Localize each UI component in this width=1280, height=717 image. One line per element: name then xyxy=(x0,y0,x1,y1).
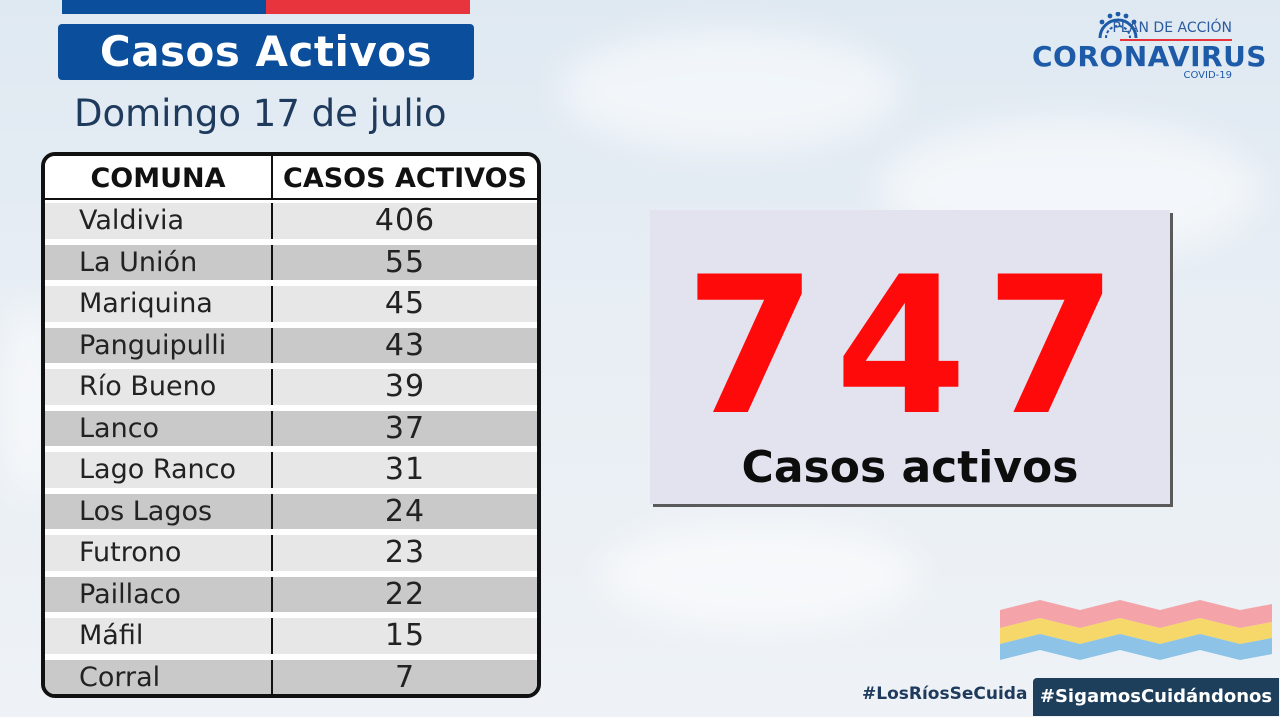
header-comuna: COMUNA xyxy=(45,156,273,198)
table-row: Máfil 15 xyxy=(45,615,537,657)
table-row: Los Lagos 24 xyxy=(45,491,537,533)
page-title: Casos Activos xyxy=(58,24,474,80)
cell-casos: 45 xyxy=(384,286,426,321)
table-row: Futrono 23 xyxy=(45,532,537,574)
cases-table: COMUNA CASOS ACTIVOS Valdivia 406 La Uni… xyxy=(41,152,541,698)
cell-comuna: Mariquina xyxy=(45,286,273,322)
table-row: La Unión 55 xyxy=(45,242,537,284)
header-casos-activos: CASOS ACTIVOS xyxy=(283,163,527,194)
table-row: Corral 7 xyxy=(45,657,537,695)
table-row: Mariquina 45 xyxy=(45,283,537,325)
report-date: Domingo 17 de julio xyxy=(74,92,447,135)
cell-casos: 39 xyxy=(384,369,426,404)
cell-comuna: Panguipulli xyxy=(45,327,273,363)
cell-casos: 7 xyxy=(394,659,416,695)
table-row: Lago Ranco 31 xyxy=(45,449,537,491)
cell-casos: 15 xyxy=(384,618,426,653)
cell-comuna: Valdivia xyxy=(45,203,273,239)
cell-comuna: Lanco xyxy=(45,410,273,446)
total-card: 747 Casos activos xyxy=(650,210,1170,504)
cell-casos: 24 xyxy=(384,493,426,529)
logo-plan-text: PLAN DE ACCIÓN xyxy=(1112,20,1232,36)
cell-comuna: La Unión xyxy=(45,244,273,280)
table-row: Paillaco 22 xyxy=(45,574,537,616)
cell-comuna: Máfil xyxy=(45,618,273,654)
cell-casos: 37 xyxy=(384,410,426,446)
cell-casos: 406 xyxy=(374,203,436,238)
decorative-waves xyxy=(1000,600,1272,660)
total-label: Casos activos xyxy=(741,442,1079,493)
cell-comuna: Corral xyxy=(45,659,273,694)
cell-casos: 31 xyxy=(384,452,426,487)
cell-comuna: Futrono xyxy=(45,535,273,571)
cell-casos: 43 xyxy=(384,327,426,363)
logo-sub: COVID-19 xyxy=(1183,70,1232,81)
flag-strip xyxy=(62,0,470,14)
logo-underline xyxy=(1120,39,1232,41)
table-row: Lanco 37 xyxy=(45,408,537,450)
logo-name: CORONAVIRUS xyxy=(1032,40,1267,73)
cell-comuna: Los Lagos xyxy=(45,493,273,529)
cell-casos: 23 xyxy=(384,535,426,570)
table-row: Valdivia 406 xyxy=(45,200,537,242)
flag-red-segment xyxy=(266,0,470,14)
hashtag-sigamos: #SigamosCuidándonos xyxy=(1033,678,1279,716)
cell-casos: 55 xyxy=(384,244,426,280)
table-body: Valdivia 406 La Unión 55 Mariquina 45 Pa… xyxy=(45,200,537,695)
flag-blue-segment xyxy=(62,0,266,14)
cell-casos: 22 xyxy=(384,576,426,612)
table-header: COMUNA CASOS ACTIVOS xyxy=(45,156,537,200)
table-row: Río Bueno 39 xyxy=(45,366,537,408)
virus-icon xyxy=(1098,12,1138,38)
cell-comuna: Río Bueno xyxy=(45,369,273,405)
cell-comuna: Lago Ranco xyxy=(45,452,273,488)
coronavirus-plan-logo: PLAN DE ACCIÓN CORONAVIRUS COVID-19 xyxy=(1030,12,1266,84)
table-row: Panguipulli 43 xyxy=(45,325,537,367)
total-value: 747 xyxy=(684,236,1136,457)
cell-comuna: Paillaco xyxy=(45,576,273,612)
hashtag-los-rios: #LosRíosSeCuida xyxy=(862,684,1028,704)
